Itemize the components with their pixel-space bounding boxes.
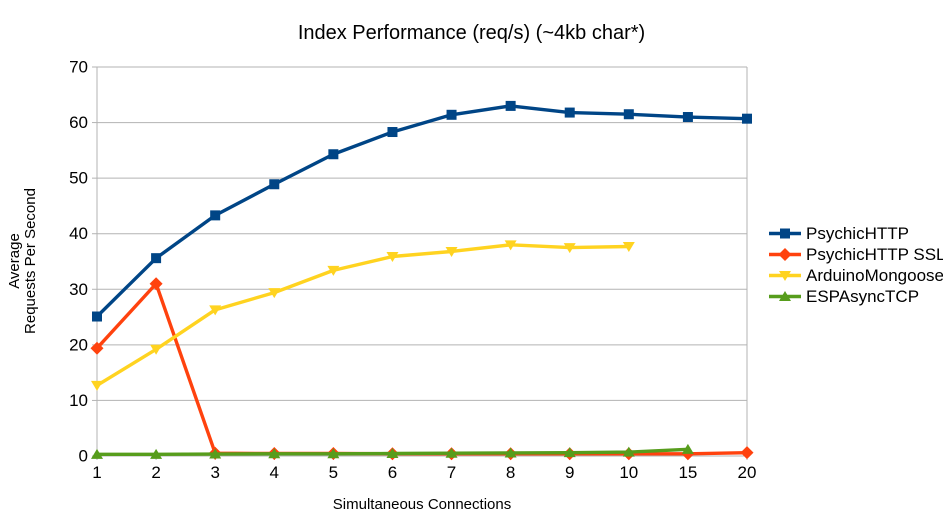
x-tick-label: 5 — [329, 463, 338, 482]
marker-triangle-down-icon — [445, 246, 458, 257]
legend-item: ArduinoMongoose — [769, 265, 943, 286]
marker-diamond-icon — [740, 446, 754, 460]
x-tick-label: 15 — [678, 463, 697, 482]
marker-triangle-up-icon — [327, 448, 340, 459]
y-tick-label: 20 — [69, 335, 88, 354]
x-tick-label: 7 — [447, 463, 456, 482]
marker-triangle-down-icon — [150, 344, 163, 355]
x-axis-title: Simultaneous Connections — [332, 496, 512, 513]
y-tick-label: 30 — [69, 280, 88, 299]
marker-triangle-down-icon — [386, 251, 399, 262]
marker-square-icon — [505, 100, 516, 111]
marker-square-icon — [780, 228, 790, 239]
y-tick-label: 40 — [69, 224, 88, 243]
marker-triangle-up-icon — [563, 447, 576, 458]
marker-square-icon — [623, 109, 634, 120]
marker-diamond-icon — [90, 341, 104, 355]
marker-square-icon — [446, 109, 457, 120]
marker-square-icon — [564, 107, 575, 118]
marker-triangle-up-icon — [445, 447, 458, 458]
marker-triangle-up-icon — [150, 448, 163, 459]
marker-triangle-up-icon — [504, 447, 517, 458]
series-line-1 — [95, 282, 749, 456]
series-line-0 — [95, 104, 749, 319]
legend-swatch — [769, 228, 801, 239]
marker-square-icon — [92, 311, 102, 322]
legend: PsychicHTTP PsychicHTTP SSL ArduinoMongoos… — [769, 223, 943, 307]
chart-title: Index Performance (req/s) (~4kb char*) — [297, 22, 646, 44]
marker-triangle-up-icon — [622, 446, 635, 457]
legend-item: PsychicHTTP — [769, 223, 943, 244]
marker-square-icon — [269, 179, 280, 190]
legend-label: PsychicHTTP SSL — [806, 244, 943, 264]
marker-square-icon — [328, 149, 339, 160]
marker-triangle-down-icon — [622, 241, 635, 252]
x-tick-label: 8 — [506, 463, 515, 482]
x-tick-label: 4 — [270, 463, 279, 482]
series-line-2 — [95, 243, 631, 388]
legend-item: ESPAsyncTCP — [769, 286, 943, 307]
marker-triangle-up-icon — [268, 448, 281, 459]
marker-square-icon — [682, 112, 693, 123]
legend-swatch — [769, 271, 801, 281]
marker-triangle-down-icon — [209, 305, 222, 316]
marker-triangle-up-icon — [386, 447, 399, 458]
marker-triangle-up-icon — [681, 443, 694, 454]
legend-label: ArduinoMongoose — [806, 265, 943, 285]
legend-swatch — [769, 291, 801, 301]
marker-triangle-up-icon — [779, 291, 791, 301]
marker-diamond-icon — [149, 277, 163, 291]
marker-triangle-down-icon — [779, 271, 791, 281]
marker-triangle-up-icon — [91, 448, 103, 459]
marker-triangle-down-icon — [504, 240, 517, 251]
marker-triangle-down-icon — [563, 243, 576, 254]
marker-diamond-icon — [778, 248, 792, 261]
y-tick-label: 60 — [69, 113, 88, 132]
marker-triangle-up-icon — [209, 448, 222, 459]
x-tick-label: 9 — [565, 463, 574, 482]
y-tick-label: 70 — [69, 58, 88, 77]
x-tick-label: 10 — [619, 463, 638, 482]
legend-item: PsychicHTTP SSL — [769, 244, 943, 265]
legend-label: ESPAsyncTCP — [806, 286, 920, 306]
marker-triangle-down-icon — [268, 288, 281, 299]
x-tick-label: 20 — [738, 463, 757, 482]
marker-square-icon — [742, 113, 752, 124]
marker-square-icon — [151, 253, 162, 264]
y-tick-label: 10 — [69, 391, 88, 410]
x-tick-label: 3 — [210, 463, 219, 482]
y-tick-label: 0 — [79, 447, 88, 466]
legend-swatch — [769, 248, 801, 261]
y-tick-label: 50 — [69, 169, 88, 188]
legend-label: PsychicHTTP — [806, 223, 909, 243]
marker-square-icon — [387, 127, 398, 138]
marker-triangle-down-icon — [327, 265, 340, 276]
x-tick-label: 2 — [151, 463, 160, 482]
marker-square-icon — [210, 210, 221, 221]
marker-triangle-down-icon — [91, 380, 103, 391]
x-tick-label: 1 — [92, 463, 101, 482]
x-tick-label: 6 — [388, 463, 397, 482]
